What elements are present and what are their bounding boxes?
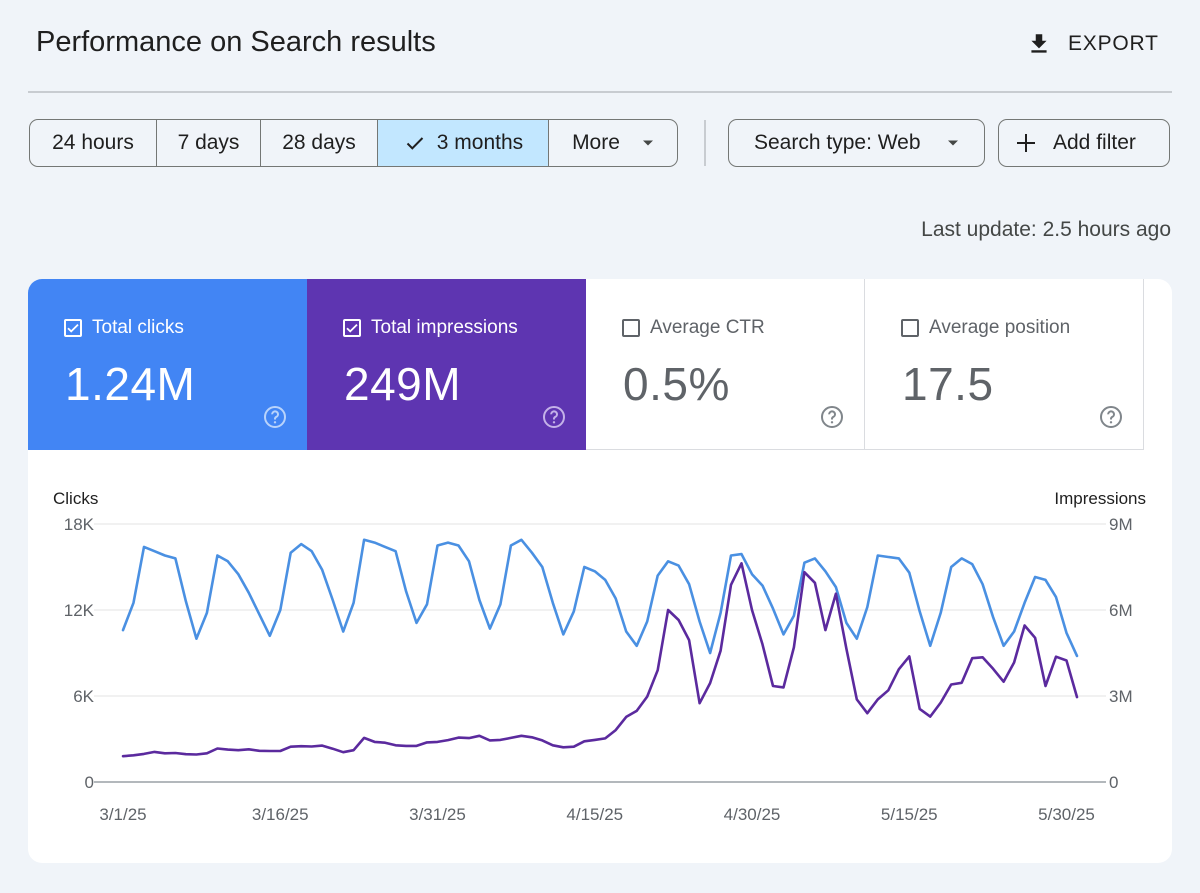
add-filter-label: Add filter xyxy=(1053,131,1136,154)
left-tick-label: 18K xyxy=(64,515,95,534)
help-icon[interactable] xyxy=(820,405,844,429)
x-tick-label: 4/15/25 xyxy=(566,805,623,824)
header-divider xyxy=(28,91,1172,93)
checkbox-checked-icon[interactable] xyxy=(343,319,361,337)
date-range-more-dropdown[interactable]: More xyxy=(549,120,677,166)
x-tick-label: 3/31/25 xyxy=(409,805,466,824)
date-range-label: More xyxy=(572,131,620,154)
impressions-series-line xyxy=(121,561,1079,758)
metric-total-impressions[interactable]: Total impressions 249M xyxy=(307,279,586,450)
right-tick-label: 6M xyxy=(1109,601,1133,620)
help-icon[interactable] xyxy=(542,405,566,429)
help-icon[interactable] xyxy=(1099,405,1123,429)
performance-card: Total clicks 1.24M Total impressions 249… xyxy=(28,279,1172,863)
right-tick-label: 9M xyxy=(1109,515,1133,534)
last-update-text: Last update: 2.5 hours ago xyxy=(921,218,1171,241)
search-type-label: Search type: Web xyxy=(754,131,921,154)
metric-value: 249M xyxy=(344,358,462,410)
x-tick-label: 3/1/25 xyxy=(99,805,146,824)
checkbox-unchecked-icon[interactable] xyxy=(622,319,640,337)
x-tick-label: 5/15/25 xyxy=(881,805,938,824)
left-tick-label: 12K xyxy=(64,601,95,620)
toolbar-separator xyxy=(704,120,706,166)
metric-total-clicks[interactable]: Total clicks 1.24M xyxy=(28,279,307,450)
plus-icon xyxy=(1017,134,1035,152)
left-axis-label: Clicks xyxy=(53,489,98,508)
checkbox-unchecked-icon[interactable] xyxy=(901,319,919,337)
x-tick-label: 5/30/25 xyxy=(1038,805,1095,824)
performance-chart[interactable]: 0 0 6K 3M 12K 6M 18K 9M Clicks Impressions 3/1/25 3… xyxy=(28,279,1172,863)
metric-average-position[interactable]: Average position 17.5 xyxy=(865,279,1144,450)
right-tick-label: 0 xyxy=(1109,773,1118,792)
date-range-selector: 24 hours 7 days 28 days 3 months More xyxy=(29,119,678,167)
page-title: Performance on Search results xyxy=(36,26,436,58)
metric-label: Total clicks xyxy=(92,317,184,338)
checkbox-checked-icon[interactable] xyxy=(64,319,82,337)
metric-value: 0.5% xyxy=(623,358,730,410)
metric-value: 1.24M xyxy=(65,358,196,410)
metric-label: Average position xyxy=(929,317,1071,338)
metric-average-ctr[interactable]: Average CTR 0.5% xyxy=(586,279,865,450)
date-range-label: 7 days xyxy=(177,131,240,154)
metric-value: 17.5 xyxy=(902,358,994,410)
date-range-label: 3 months xyxy=(436,131,524,154)
add-filter-button[interactable]: Add filter xyxy=(998,119,1170,167)
date-range-3-months[interactable]: 3 months xyxy=(378,120,549,166)
help-icon[interactable] xyxy=(263,405,287,429)
caret-down-icon xyxy=(642,140,653,146)
left-tick-label: 0 xyxy=(85,773,94,792)
date-range-label: 24 hours xyxy=(52,131,134,154)
date-range-28-days[interactable]: 28 days xyxy=(261,120,378,166)
right-axis-label: Impressions xyxy=(1054,489,1146,508)
download-icon xyxy=(1031,34,1047,53)
right-tick-label: 3M xyxy=(1109,687,1133,706)
metric-label: Total impressions xyxy=(371,317,518,338)
date-range-label: 28 days xyxy=(282,131,356,154)
export-button[interactable]: EXPORT xyxy=(1026,24,1159,64)
date-range-7-days[interactable]: 7 days xyxy=(157,120,261,166)
metric-label: Average CTR xyxy=(650,317,765,338)
date-range-24-hours[interactable]: 24 hours xyxy=(30,120,157,166)
left-tick-label: 6K xyxy=(73,687,94,706)
search-type-dropdown[interactable]: Search type: Web xyxy=(728,119,985,167)
clicks-series-line xyxy=(121,538,1079,658)
x-tick-label: 3/16/25 xyxy=(252,805,309,824)
export-label: EXPORT xyxy=(1068,32,1159,55)
check-icon xyxy=(406,137,424,150)
caret-down-icon xyxy=(947,140,958,146)
x-tick-label: 4/30/25 xyxy=(724,805,781,824)
